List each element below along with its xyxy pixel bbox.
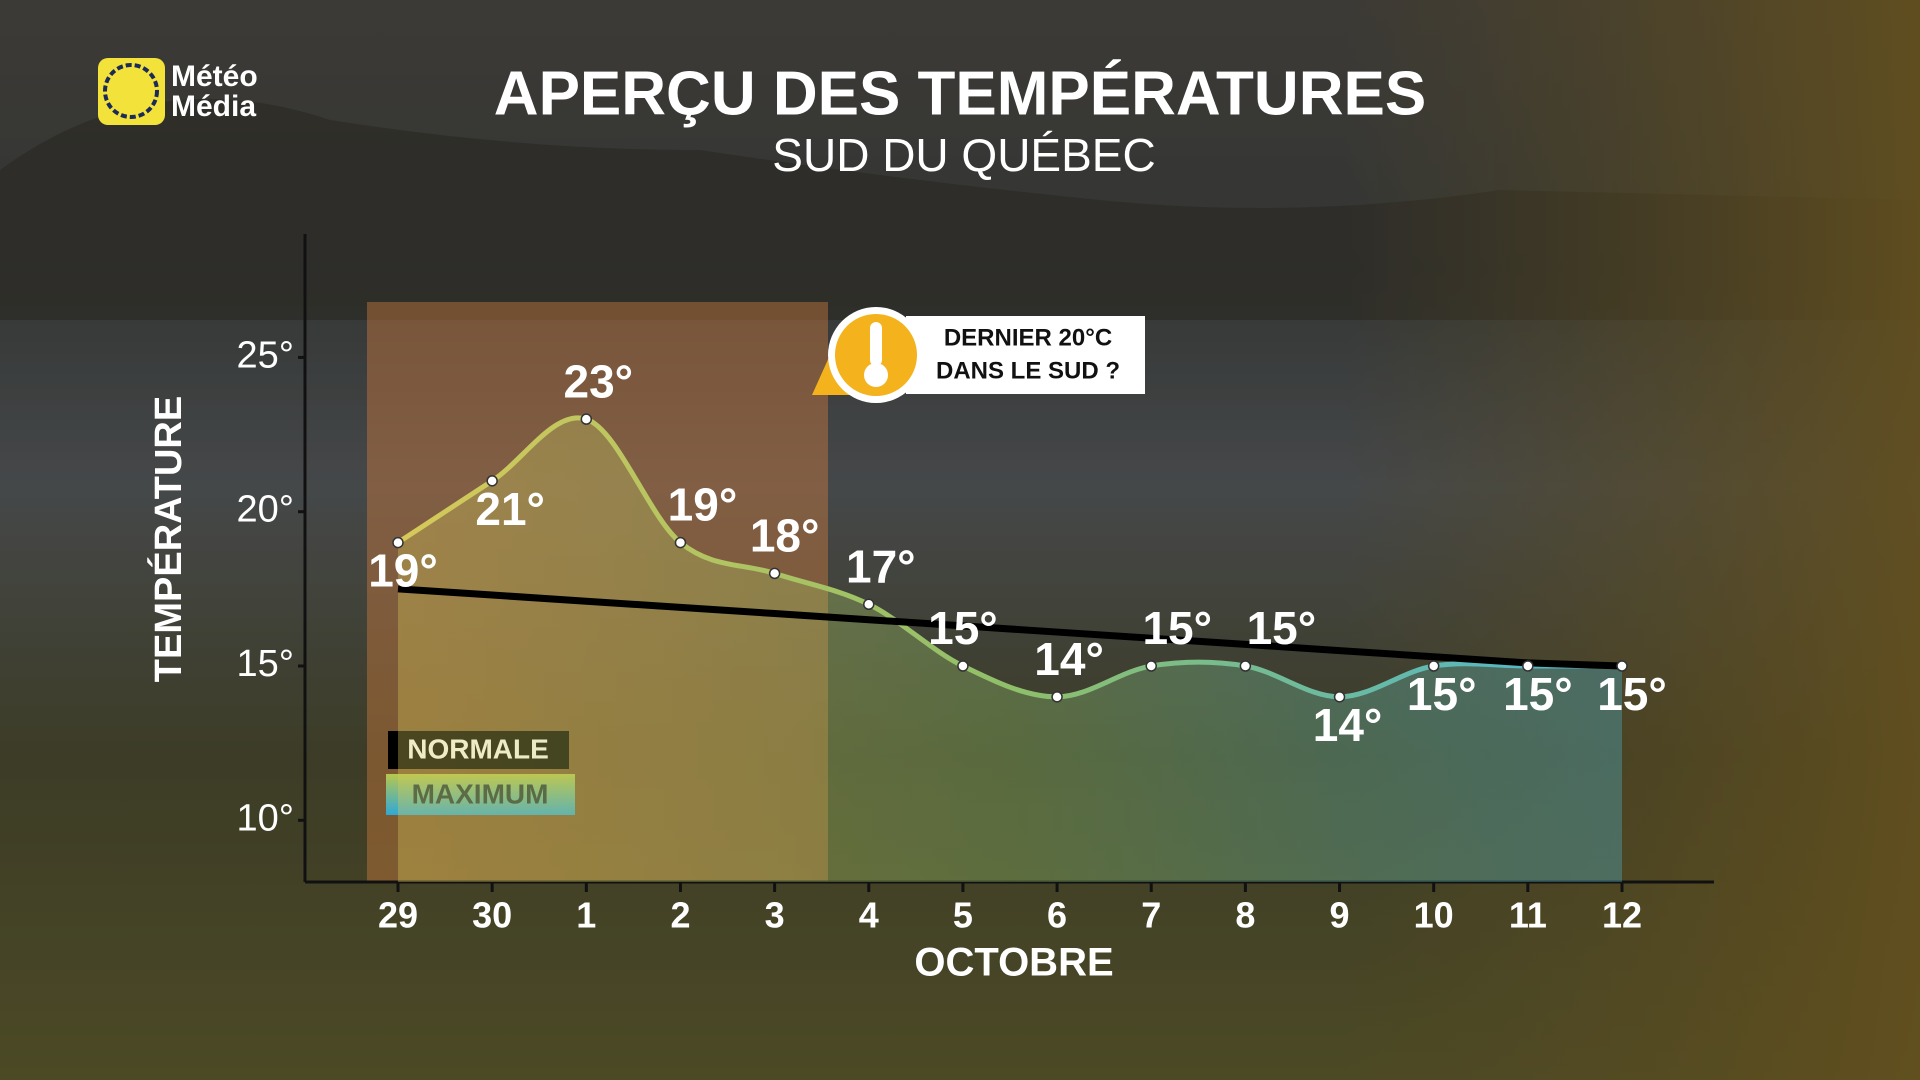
data-label: 15° xyxy=(1597,668,1667,720)
point xyxy=(1427,660,1440,672)
x-tick-label: 9 xyxy=(1330,895,1350,936)
point xyxy=(1616,660,1628,672)
x-tick-label: 1 xyxy=(576,895,596,936)
point xyxy=(674,536,687,549)
point xyxy=(1051,691,1063,703)
y-tick-label: 10° xyxy=(237,797,294,839)
data-label: 14° xyxy=(1313,699,1383,751)
point xyxy=(768,567,781,580)
thermometer xyxy=(870,322,882,366)
x-axis-label: OCTOBRE xyxy=(914,941,1113,985)
y-tick-label: 25° xyxy=(237,334,294,376)
data-label: 15° xyxy=(1142,602,1212,654)
point xyxy=(863,598,875,611)
area xyxy=(398,417,1622,882)
point xyxy=(1522,660,1534,672)
annotation-text: DERNIER 20°C xyxy=(944,324,1112,351)
point xyxy=(957,660,969,672)
data-label: 14° xyxy=(1034,633,1104,685)
data-label: 21° xyxy=(475,483,545,535)
point xyxy=(392,536,404,549)
point xyxy=(1145,660,1157,672)
x-tick-label: 29 xyxy=(378,895,418,936)
annotation-text: DANS LE SUD ? xyxy=(936,357,1120,384)
data-label: 15° xyxy=(1407,668,1477,720)
data-label: 19° xyxy=(368,545,438,597)
point xyxy=(1333,691,1346,703)
x-tick-label: 7 xyxy=(1141,895,1161,936)
y-axis-label: TEMPÉRATURE xyxy=(146,396,190,682)
logo-text: Météo xyxy=(171,60,258,93)
x-tick-label: 6 xyxy=(1047,895,1067,936)
x-tick-label: 4 xyxy=(859,895,879,936)
data-label: 15° xyxy=(1247,602,1317,654)
point xyxy=(486,475,498,487)
logo-icon xyxy=(98,58,165,125)
x-tick-label: 2 xyxy=(670,895,690,936)
x-tick-label: 5 xyxy=(953,895,973,936)
y-tick-label: 15° xyxy=(237,643,294,685)
chart-subtitle: SUD DU QUÉBEC xyxy=(772,129,1155,181)
thermometer-bulb xyxy=(864,363,888,387)
data-label: 15° xyxy=(928,602,998,654)
data-label: 23° xyxy=(564,355,634,407)
x-tick-label: 30 xyxy=(472,895,512,936)
chart-title: APERÇU DES TEMPÉRATURES xyxy=(494,59,1426,128)
data-label: 18° xyxy=(750,510,820,562)
point xyxy=(580,413,593,425)
logo-text: Média xyxy=(171,90,256,123)
x-tick-label: 8 xyxy=(1235,895,1255,936)
point xyxy=(1239,660,1252,672)
x-tick-label: 12 xyxy=(1602,895,1642,936)
y-tick-label: 20° xyxy=(237,489,294,531)
data-label: 19° xyxy=(668,479,738,531)
annotation-box xyxy=(906,316,1145,394)
x-tick-label: 10 xyxy=(1414,895,1454,936)
data-label: 17° xyxy=(846,540,916,592)
x-tick-label: 3 xyxy=(765,895,785,936)
line xyxy=(397,585,1623,670)
data-label: 15° xyxy=(1503,668,1573,720)
logo-globe xyxy=(103,63,159,119)
x-tick-label: 11 xyxy=(1509,895,1547,936)
